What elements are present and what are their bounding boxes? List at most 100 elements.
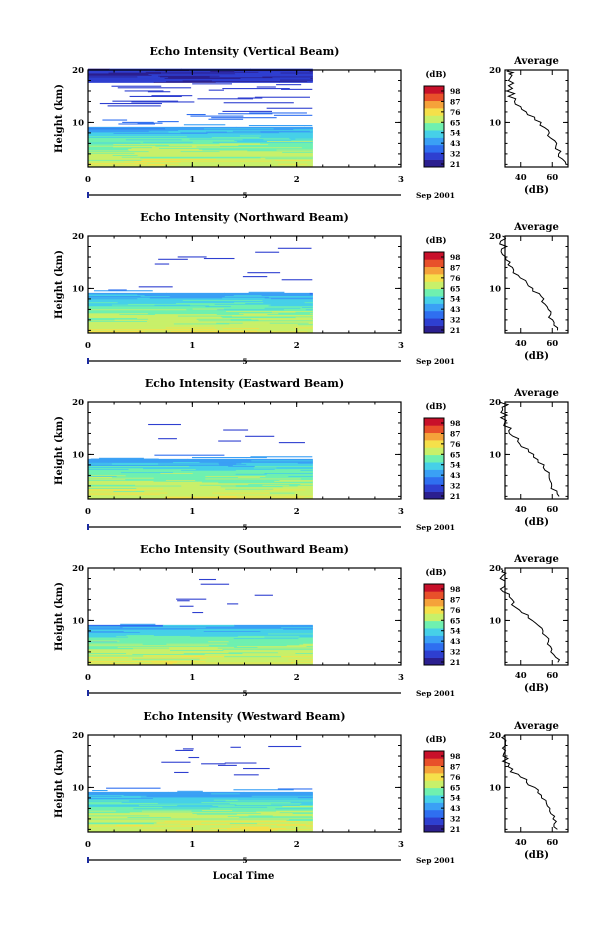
heatmap-cell (268, 745, 302, 748)
colorbar-tick-label: 32 (450, 815, 460, 824)
heatmap-cell (183, 124, 226, 126)
colorbar-swatch (424, 159, 444, 168)
heatmap-cell (158, 258, 188, 260)
colorbar-tick-label: 76 (450, 440, 460, 449)
average-y-tick-label: 10 (489, 450, 501, 460)
colorbar-unit-label: (dB) (425, 235, 446, 246)
colorbar-tick-label: 98 (450, 419, 460, 428)
average-frame (504, 235, 569, 334)
colorbar-swatch (424, 758, 444, 767)
colorbar-swatch (424, 281, 444, 290)
colorbar-swatch (424, 137, 444, 146)
average-panel: Average 40 60 10 20 (dB) (489, 554, 569, 694)
heatmap-cell (167, 791, 245, 794)
colorbar-tick-label: 32 (450, 482, 460, 491)
heatmap-cell (88, 624, 164, 627)
heatmap-cell (281, 88, 313, 90)
heatmap-cell (154, 454, 225, 456)
heatmap-cell (88, 292, 118, 295)
heatmap-cell (154, 263, 170, 265)
heatmap-cell (223, 429, 249, 431)
heatmap-cell (199, 578, 217, 581)
average-y-tick-label: 10 (489, 616, 501, 626)
heatmap-cell (116, 292, 167, 295)
heatmap-cell (182, 126, 237, 129)
colorbar-tick-label: 32 (450, 316, 460, 325)
date-marker-label: 5 (242, 523, 247, 532)
colorbar-swatch (424, 108, 444, 116)
colorbar-swatch (424, 425, 444, 434)
heatmap-cell (250, 456, 313, 458)
heatmap-cell (243, 767, 270, 770)
colorbar-frame (423, 417, 445, 500)
colorbar-swatch (424, 773, 444, 781)
colorbar-swatch (424, 144, 444, 153)
average-frame (504, 734, 569, 833)
y-axis-label: Height (km) (54, 749, 65, 818)
colorbar-tick-label: 65 (450, 783, 460, 792)
colorbar-tick-label: 76 (450, 773, 460, 782)
x-tick-label: 0 (85, 507, 91, 517)
y-tick-label: 10 (72, 616, 84, 626)
heatmap-cell (278, 442, 305, 444)
heatmap-cell (245, 435, 275, 437)
heatmap-cell (246, 458, 313, 461)
average-title: Average (513, 554, 559, 565)
heatmap-cell (255, 251, 280, 253)
average-x-tick-label: 40 (515, 339, 527, 349)
heatmap-cell (208, 89, 224, 91)
y-tick-label: 10 (72, 118, 84, 128)
colorbar-swatch (424, 598, 444, 607)
heatmap-cell (208, 118, 244, 120)
colorbar-swatch (424, 476, 444, 485)
heatmap-cell (92, 790, 108, 792)
colorbar-swatch (424, 650, 444, 658)
x-tick-label: 1 (189, 507, 195, 517)
colorbar-tick-label: 43 (450, 305, 460, 314)
panel-title: Echo Intensity (Southward Beam) (140, 543, 349, 556)
heatmap (88, 68, 313, 167)
date-marker-label: 5 (242, 689, 247, 698)
heatmap-cell (120, 623, 156, 625)
colorbar-swatch (424, 787, 444, 796)
average-y-tick-label: 10 (489, 783, 501, 793)
colorbar-swatch (424, 325, 444, 334)
heatmap-cell (108, 289, 127, 291)
heatmap-cell (230, 746, 241, 748)
colorbar-unit-label: (dB) (425, 567, 446, 578)
heatmap-cell (99, 102, 162, 105)
heatmap-cell (174, 771, 189, 774)
colorbar-swatch (424, 484, 444, 492)
heatmap-cell (179, 605, 194, 607)
heatmap-cell (218, 113, 273, 115)
date-label: Sep 2001 (416, 856, 455, 865)
heatmap-cell (192, 457, 267, 459)
heatmap-cell (102, 119, 128, 121)
date-marker-label: 5 (242, 856, 247, 865)
average-profile-line (499, 567, 561, 663)
heatmap-cell (88, 126, 130, 129)
heatmap-cell (248, 125, 313, 127)
heatmap-cell (177, 256, 207, 258)
heatmap-cell (157, 121, 179, 123)
x-tick-label: 2 (294, 673, 300, 683)
average-y-tick-label: 10 (489, 284, 501, 294)
colorbar-swatch (424, 613, 444, 622)
colorbar-tick-label: 43 (450, 139, 460, 148)
average-x-tick-label: 60 (546, 173, 558, 183)
average-frame (504, 69, 569, 168)
heatmap-cell (234, 624, 293, 627)
heatmap-cell (249, 112, 307, 114)
x-tick-label: 1 (189, 673, 195, 683)
colorbar-swatch (424, 657, 444, 666)
average-panel: Average 40 60 10 20 (dB) (489, 56, 569, 196)
heatmap (88, 745, 313, 832)
heatmap-cell (166, 292, 225, 295)
heatmap-cell (111, 85, 162, 87)
panel-title: Echo Intensity (Northward Beam) (140, 211, 349, 224)
average-x-tick-label: 60 (546, 339, 558, 349)
colorbar-tick-label: 76 (450, 274, 460, 283)
y-axis-label: Height (km) (54, 416, 65, 485)
average-profile-line (505, 69, 567, 165)
